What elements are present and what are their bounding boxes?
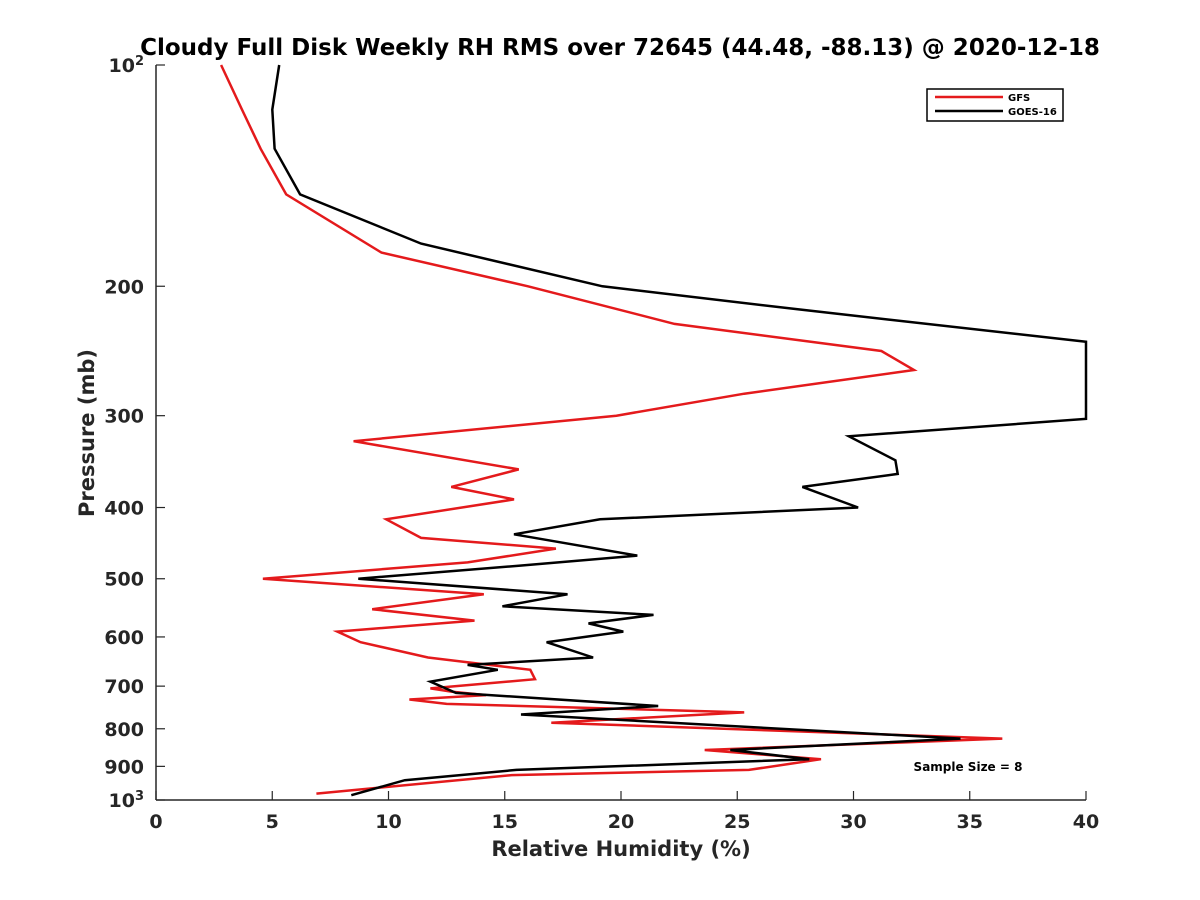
- y-tick-label: 900: [104, 756, 144, 778]
- y-tick-label: 500: [104, 569, 144, 591]
- legend-label-gfs: GFS: [1008, 93, 1030, 104]
- y-tick-label: 300: [104, 406, 144, 428]
- legend-box: [926, 88, 1064, 122]
- chart-title: Cloudy Full Disk Weekly RH RMS over 7264…: [140, 35, 1100, 61]
- x-tick-label: 20: [608, 811, 634, 833]
- y-axis-ticks: 102 200 300 400 500 600 700 800 900 103: [104, 54, 165, 813]
- x-tick-label: 10: [375, 811, 401, 833]
- x-axis-ticks: 0 5 10 15 20 25 30 35 40: [149, 791, 1099, 833]
- y-tick-label: 600: [104, 627, 144, 649]
- x-tick-label: 25: [724, 811, 750, 833]
- y-tick-label: 200: [104, 276, 144, 298]
- series-line-goes-16: [271, 64, 1088, 797]
- x-tick-label: 30: [840, 811, 866, 833]
- x-tick-label: 5: [266, 811, 279, 833]
- x-tick-label: 15: [492, 811, 518, 833]
- y-tick-label: 103: [109, 789, 145, 813]
- x-tick-label: 0: [149, 811, 162, 833]
- legend-label-goes16: GOES-16: [1008, 107, 1057, 118]
- y-axis-label: Pressure (mb): [75, 349, 99, 517]
- series-layer: [219, 64, 1088, 797]
- x-tick-label: 35: [957, 811, 983, 833]
- y-tick-label: 400: [104, 498, 144, 520]
- x-axis-label: Relative Humidity (%): [491, 837, 750, 861]
- y-tick-label: 700: [104, 676, 144, 698]
- y-tick-label: 800: [104, 719, 144, 741]
- y-tick-label: 102: [109, 54, 145, 78]
- plot-area: [156, 65, 1086, 800]
- x-tick-label: 40: [1073, 811, 1099, 833]
- legend: GFS GOES-16: [926, 88, 1064, 122]
- sample-size-annotation: Sample Size = 8: [914, 760, 1023, 774]
- series-line-gfs: [219, 64, 1003, 795]
